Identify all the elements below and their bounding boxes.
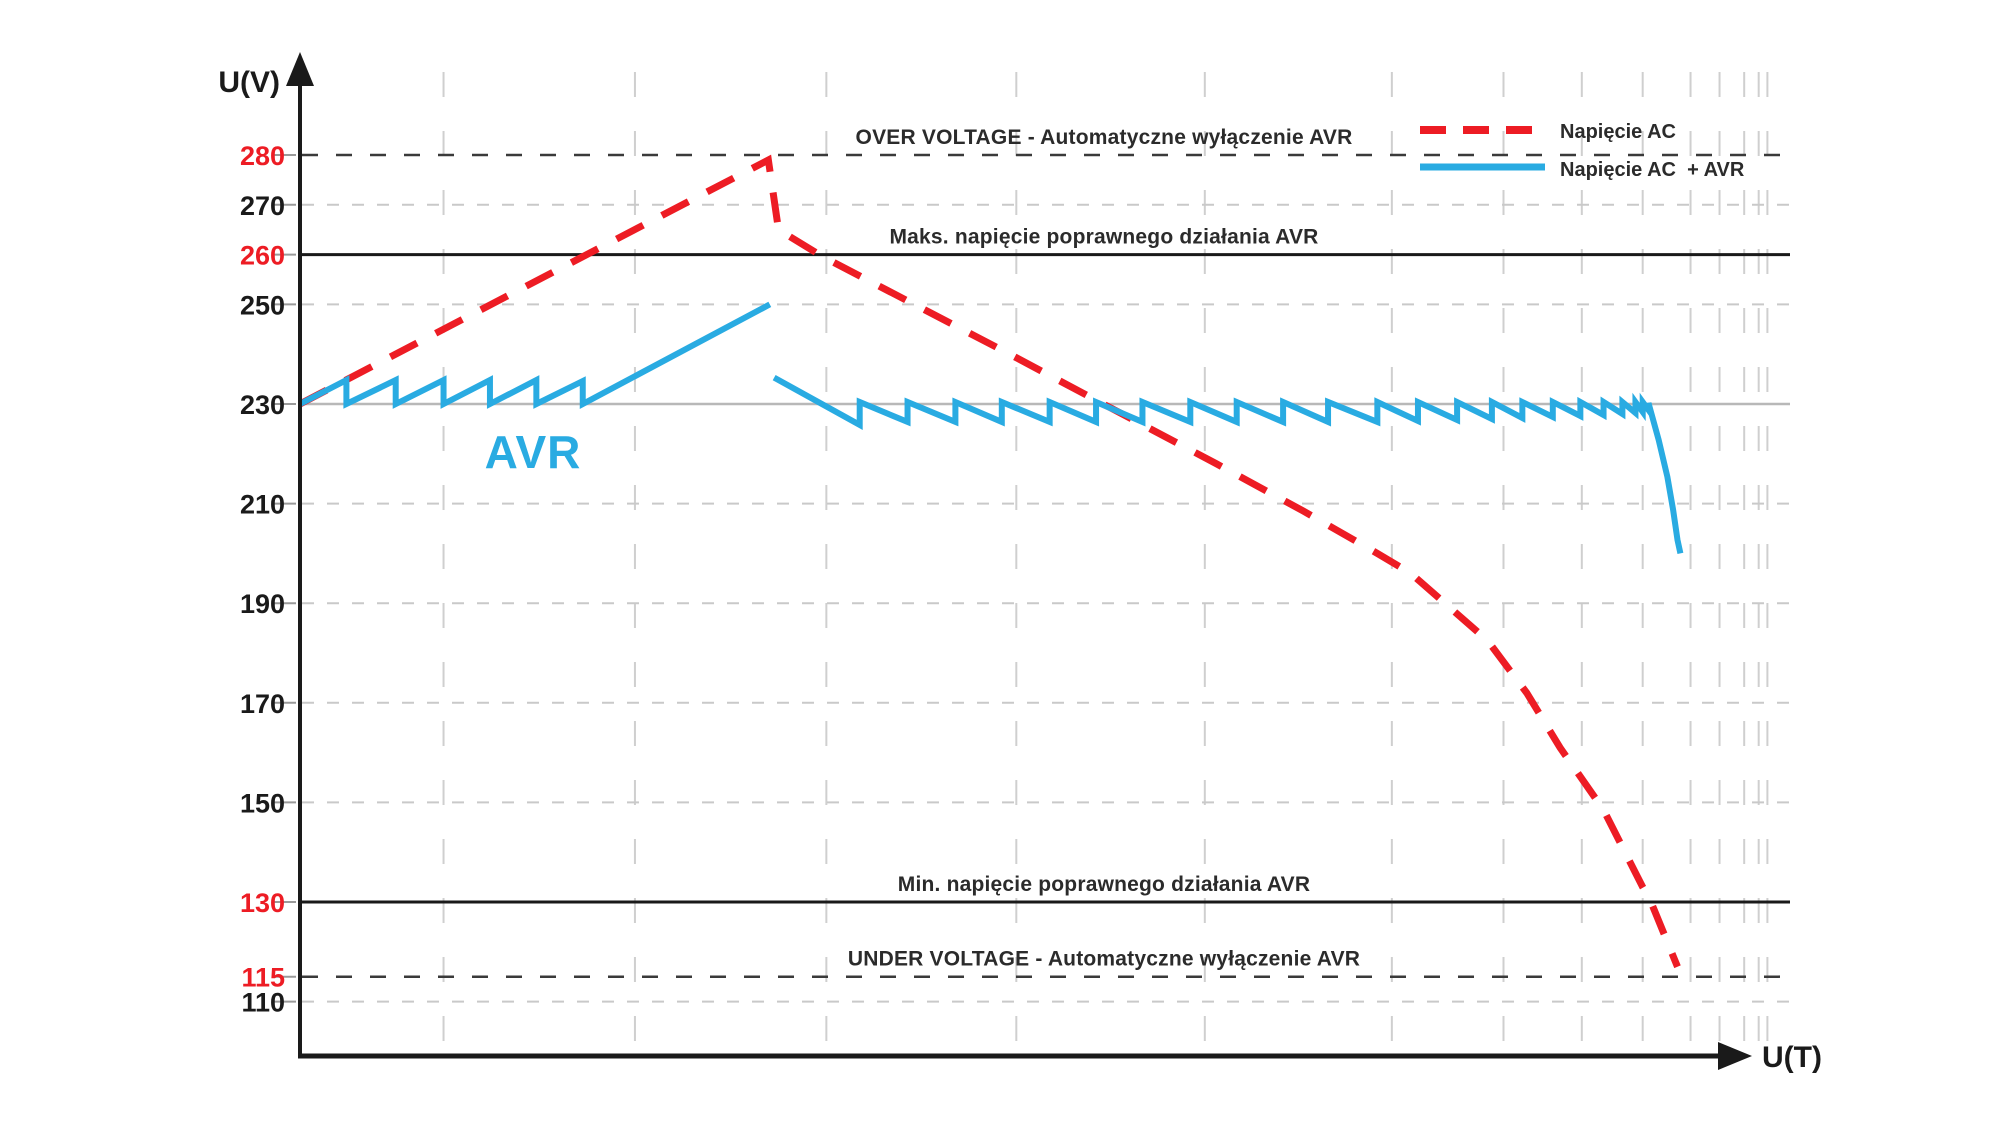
y-tick-label-110: 110 bbox=[241, 988, 285, 1018]
y-tick-label-190: 190 bbox=[240, 589, 285, 619]
y-tick-label-250: 250 bbox=[240, 290, 285, 320]
ref-label-130: Min. napięcie poprawnego działania AVR bbox=[898, 873, 1311, 896]
y-tick-label-270: 270 bbox=[240, 191, 285, 221]
legend-label-ac: Napięcie AC bbox=[1560, 121, 1676, 143]
avr-curve-label: AVR bbox=[485, 426, 582, 478]
y-tick-label-260: 260 bbox=[240, 241, 285, 271]
ref-label-260: Maks. napięcie poprawnego działania AVR bbox=[889, 226, 1318, 249]
series-napiecie-ac bbox=[298, 154, 1681, 969]
series-napiecie-ac-avr bbox=[298, 301, 772, 409]
series-napiecie-ac-avr bbox=[772, 374, 1684, 555]
x-axis-arrow-icon bbox=[1718, 1042, 1752, 1070]
ref-label-115: UNDER VOLTAGE - Automatyczne wyłączenie … bbox=[848, 948, 1360, 971]
x-axis-label: U(T) bbox=[1762, 1041, 1822, 1074]
series-layer bbox=[298, 154, 1684, 969]
y-tick-label-210: 210 bbox=[240, 490, 285, 520]
y-axis-label: U(V) bbox=[218, 66, 280, 99]
ref-label-280: OVER VOLTAGE - Automatyczne wyłączenie A… bbox=[856, 126, 1353, 149]
legend-label-avr: Napięcie AC + AVR bbox=[1560, 159, 1745, 181]
y-tick-label-170: 170 bbox=[240, 689, 285, 719]
legend: Napięcie AC Napięcie AC + AVR bbox=[1420, 121, 1745, 181]
annotation-layer: AVR U(V) U(T) bbox=[218, 66, 1822, 1074]
y-tick-label-115: 115 bbox=[241, 963, 285, 993]
axis-layer bbox=[286, 52, 1752, 1070]
reference-layer: OVER VOLTAGE - Automatyczne wyłączenie A… bbox=[272, 126, 1790, 1003]
y-tick-label-150: 150 bbox=[240, 788, 285, 818]
y-axis-arrow-icon bbox=[286, 52, 314, 86]
y-tick-label-130: 130 bbox=[240, 888, 285, 918]
grid-layer bbox=[442, 72, 1769, 1054]
y-tick-label-280: 280 bbox=[240, 141, 285, 171]
y-tick-label-230: 230 bbox=[240, 390, 285, 420]
